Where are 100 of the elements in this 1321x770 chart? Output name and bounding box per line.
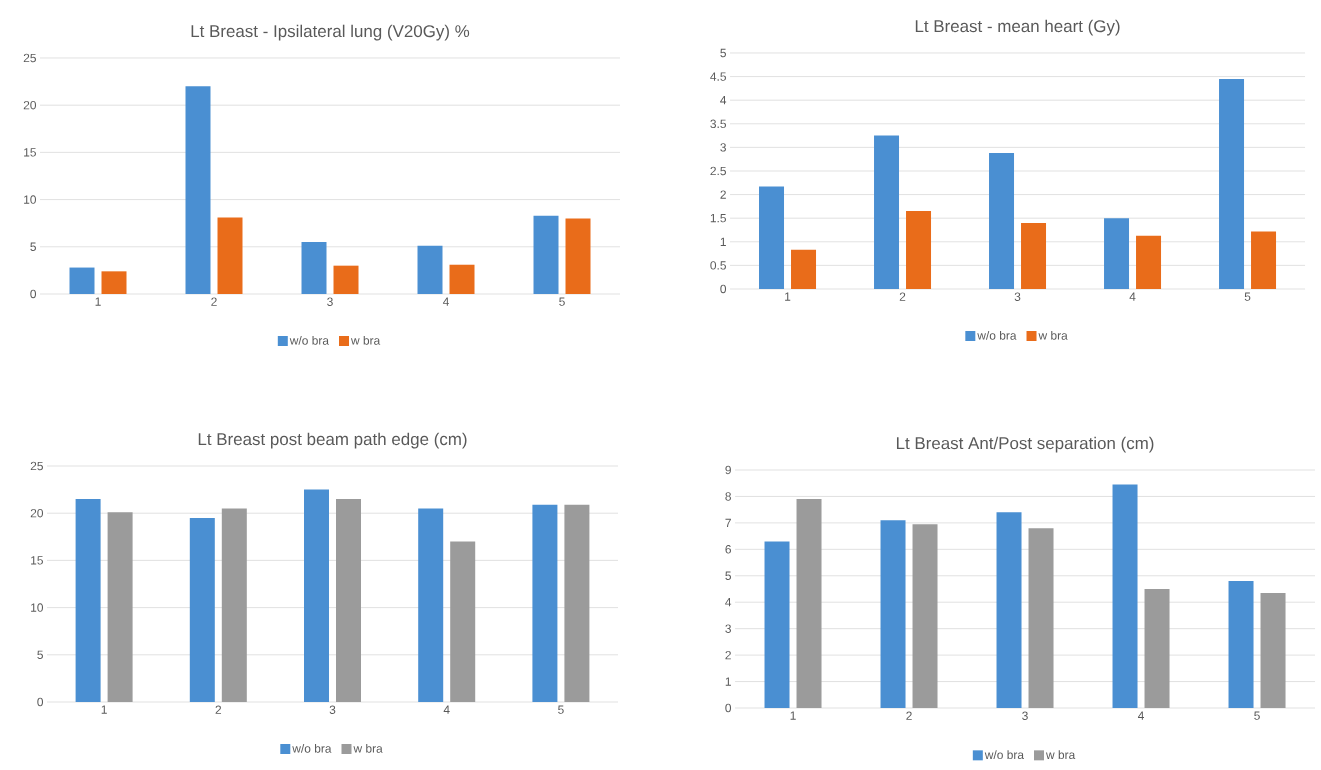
y-tick-label: 1.5: [710, 214, 726, 223]
bar: [1228, 581, 1254, 708]
x-tick-label: 3: [1022, 711, 1028, 720]
y-tick-label: 8: [725, 492, 731, 501]
bar: [75, 499, 101, 702]
chart-title: Lt Breast Ant/Post separation (cm): [896, 436, 1154, 453]
y-tick-label: 20: [30, 508, 44, 518]
bar: [418, 508, 444, 702]
bar: [912, 524, 938, 708]
legend-label: w bra: [350, 335, 381, 345]
bar: [450, 541, 476, 702]
bar: [1021, 222, 1047, 289]
bar: [101, 271, 127, 294]
y-tick-label: 10: [24, 195, 37, 204]
bar: [1260, 592, 1286, 708]
bar: [1251, 231, 1277, 289]
y-tick-label: 4: [725, 598, 732, 607]
y-tick-label: 25: [30, 461, 43, 471]
y-tick-label: 3: [725, 624, 731, 633]
legend-label: w bra: [353, 743, 383, 753]
x-tick-label: 5: [1254, 711, 1260, 720]
bar: [221, 508, 247, 702]
x-tick-label: 3: [329, 705, 336, 714]
y-tick-label: 10: [31, 603, 44, 612]
x-tick-label: 5: [558, 705, 564, 714]
chart-title: Lt Breast post beam path edge (cm): [198, 432, 467, 449]
x-tick-label: 2: [906, 711, 912, 720]
x-tick-label: 4: [1137, 711, 1144, 720]
bar: [565, 218, 591, 294]
bar: [906, 211, 932, 289]
y-tick-label: 3: [720, 143, 726, 152]
y-tick-label: 2.5: [710, 166, 726, 176]
y-tick-label: 1: [720, 237, 726, 246]
y-tick-label: 5: [720, 48, 726, 58]
bar: [107, 512, 133, 702]
y-tick-label: 7: [725, 518, 731, 527]
bar: [217, 217, 243, 294]
bar: [989, 153, 1015, 289]
y-tick-label: 15: [31, 556, 43, 565]
x-tick-label: 4: [442, 297, 449, 306]
y-tick-label: 2: [725, 650, 731, 660]
bar: [1136, 235, 1162, 289]
legend-label: w bra: [1038, 330, 1068, 340]
legend-label: w/o bra: [292, 743, 332, 753]
y-tick-label: 0: [720, 284, 727, 294]
y-tick-label: 6: [725, 545, 731, 554]
bar: [1219, 78, 1245, 289]
bar: [417, 245, 443, 294]
x-tick-label: 5: [1244, 292, 1251, 301]
bar: [791, 249, 817, 289]
bar: [304, 489, 330, 702]
x-tick-label: 1: [95, 297, 101, 306]
y-tick-label: 20: [23, 100, 37, 110]
bar: [1104, 218, 1130, 289]
bar: [69, 267, 95, 294]
y-tick-label: 4.5: [710, 72, 726, 81]
legend-label: w/o bra: [977, 330, 1017, 340]
y-tick-label: 15: [24, 148, 36, 157]
legend-label: w bra: [1045, 750, 1076, 760]
bar: [880, 520, 906, 708]
chart-title: Lt Breast - mean heart (Gy): [915, 19, 1120, 36]
x-tick-label: 2: [211, 297, 217, 306]
bar: [796, 499, 822, 708]
bar: [1144, 589, 1170, 708]
bar: [336, 499, 362, 702]
y-tick-label: 9: [725, 465, 731, 475]
bar: [189, 517, 215, 702]
bar: [759, 186, 785, 289]
x-tick-label: 1: [785, 292, 791, 301]
y-tick-label: 5: [30, 242, 36, 251]
x-tick-label: 3: [327, 297, 333, 306]
y-tick-label: 1: [725, 677, 731, 686]
y-tick-label: 0: [725, 703, 732, 713]
y-tick-label: 4: [720, 96, 727, 105]
y-tick-label: 2: [720, 190, 726, 199]
y-tick-label: 3.5: [710, 119, 726, 129]
y-tick-label: 25: [23, 53, 36, 63]
x-tick-label: 4: [1129, 292, 1136, 301]
legend-label: w/o bra: [984, 750, 1024, 760]
bar: [333, 265, 359, 294]
bar: [185, 86, 211, 294]
y-tick-label: 5: [725, 571, 731, 580]
bar: [533, 215, 559, 294]
bar: [1112, 484, 1138, 708]
x-tick-label: 5: [559, 297, 565, 306]
bar: [1028, 528, 1054, 708]
x-tick-label: 2: [899, 292, 906, 301]
bar: [301, 242, 327, 294]
y-tick-label: 0.5: [710, 261, 726, 270]
x-tick-label: 3: [1014, 292, 1021, 301]
bar: [764, 541, 790, 708]
x-tick-label: 4: [443, 705, 450, 714]
bar: [532, 504, 558, 702]
x-tick-label: 2: [215, 705, 222, 714]
bar: [874, 135, 900, 289]
y-tick-label: 0: [37, 697, 44, 707]
x-tick-label: 1: [790, 711, 796, 720]
x-tick-label: 1: [101, 705, 107, 714]
bar: [996, 512, 1022, 708]
chart-title: Lt Breast - Ipsilateral lung (V20Gy) %: [191, 24, 470, 41]
